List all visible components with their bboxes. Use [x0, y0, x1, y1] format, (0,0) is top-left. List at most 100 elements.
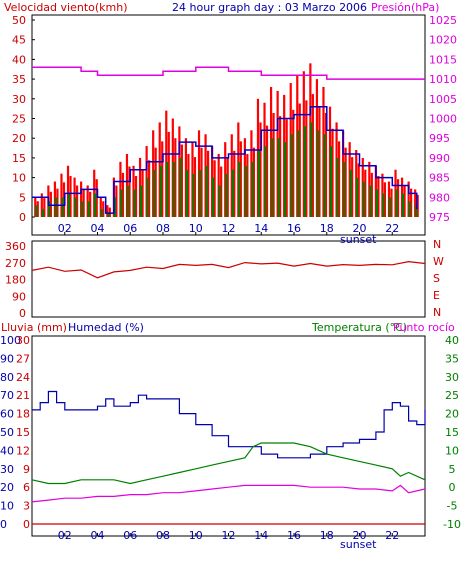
- pressure-line: [32, 66, 425, 80]
- average-bar: [107, 213, 110, 217]
- average-bar: [388, 197, 392, 217]
- average-bar: [290, 134, 293, 217]
- gust-bar: [86, 185, 89, 217]
- gust-bar: [40, 193, 43, 217]
- gust-bar: [106, 205, 109, 217]
- average-bar: [192, 173, 195, 217]
- gust-bar: [187, 153, 190, 217]
- dewpoint-axis-title: Punto rocío: [393, 321, 455, 334]
- wind-xtick-label-12: 12: [222, 222, 236, 235]
- temperature-ytick-label-15: 15: [445, 426, 459, 439]
- temperature-ytick-label-30: 30: [445, 371, 459, 384]
- gust-bar: [75, 185, 79, 217]
- gust-bar: [414, 189, 417, 217]
- gust-bar: [410, 188, 413, 217]
- average-bar: [113, 197, 116, 217]
- gust-bar: [324, 112, 328, 217]
- average-bar: [343, 161, 346, 217]
- gust-bar: [416, 194, 419, 217]
- pressure-ytick-label-1000: 1000: [429, 113, 457, 126]
- gust-bar: [318, 106, 321, 217]
- temperature-ytick-label-0: 0: [449, 481, 456, 494]
- gust-bar: [265, 125, 269, 217]
- gust-bar: [305, 100, 308, 217]
- average-bar: [94, 193, 97, 217]
- temperature-ytick-label-35: 35: [445, 352, 459, 365]
- temperature-ytick-label-5: 5: [449, 463, 456, 476]
- rain-ytick-label-18: 18: [16, 408, 30, 421]
- average-bar: [212, 177, 215, 217]
- average-bar: [87, 201, 90, 217]
- gust-bar: [279, 116, 282, 217]
- wind-xtick-label-14: 14: [254, 222, 268, 235]
- average-bar: [401, 193, 405, 217]
- average-bar: [303, 126, 306, 217]
- wind-mean-line: [32, 105, 418, 214]
- average-bar: [316, 130, 320, 217]
- rain-ytick-label-6: 6: [23, 481, 30, 494]
- sunset-label-top: sunset: [340, 233, 377, 246]
- humidity-xtick-label-08: 08: [156, 529, 170, 542]
- average-bar: [382, 193, 385, 217]
- rain-ytick-label-30: 30: [16, 334, 30, 347]
- average-bar: [349, 169, 352, 217]
- compass-label-n: N: [433, 238, 441, 251]
- rain-ytick-label-27: 27: [16, 352, 30, 365]
- gust-bar: [377, 176, 380, 217]
- gust-bar: [226, 157, 229, 217]
- average-bar: [61, 197, 64, 217]
- rain-ytick-label-0: 0: [23, 518, 30, 531]
- average-bar: [284, 142, 287, 217]
- average-bar: [166, 161, 169, 217]
- average-bar: [297, 130, 300, 217]
- gust-bar: [292, 109, 295, 217]
- gust-bar: [364, 169, 367, 217]
- dewpoint-line: [31, 484, 426, 503]
- gust-bar: [167, 131, 170, 217]
- average-bar: [179, 157, 182, 217]
- average-bar: [139, 185, 143, 217]
- gust-bar: [193, 157, 197, 217]
- gust-bar: [370, 172, 373, 217]
- average-bar: [172, 161, 175, 217]
- average-bar: [369, 185, 372, 217]
- average-bar: [35, 205, 38, 217]
- humidity-xtick-label-12: 12: [222, 529, 236, 542]
- pressure-ytick-label-990: 990: [429, 152, 450, 165]
- average-bar: [153, 169, 156, 217]
- average-bar: [146, 177, 149, 217]
- rain-ytick-label-21: 21: [16, 389, 30, 402]
- average-bar: [257, 150, 261, 217]
- gust-bar: [36, 201, 39, 217]
- average-bar: [120, 189, 123, 217]
- compass-label-w: W: [433, 255, 444, 268]
- gust-bar: [148, 160, 151, 217]
- direction-line: [31, 260, 426, 279]
- sunset-label-bottom: sunset: [340, 538, 377, 551]
- direction-panel-frame: [31, 240, 426, 318]
- average-bar: [408, 201, 411, 217]
- humidity-ytick-label-100: 100: [0, 334, 21, 347]
- average-bar: [270, 138, 274, 217]
- wind-xtick-label-06: 06: [123, 222, 137, 235]
- gust-bar: [69, 176, 72, 217]
- gust-bar: [62, 182, 66, 217]
- humidity-ytick-label-20: 20: [0, 481, 14, 494]
- wind-ytick-label-5: 5: [19, 191, 26, 204]
- wind-ytick-label-45: 45: [12, 34, 26, 47]
- average-bar: [238, 161, 241, 217]
- average-bar: [310, 122, 313, 217]
- wind-xtick-label-16: 16: [287, 222, 301, 235]
- wind-xtick-label-20: 20: [353, 222, 367, 235]
- average-bar: [218, 185, 221, 217]
- gust-bar: [141, 169, 144, 217]
- gust-bar: [115, 185, 118, 217]
- gust-bar: [383, 182, 387, 217]
- gust-bar: [246, 153, 249, 217]
- gust-bar: [102, 201, 105, 217]
- temperature-ytick-label--5: -5: [447, 500, 458, 513]
- gust-bar: [49, 191, 52, 217]
- average-bar: [251, 161, 254, 217]
- gust-bar: [95, 179, 98, 217]
